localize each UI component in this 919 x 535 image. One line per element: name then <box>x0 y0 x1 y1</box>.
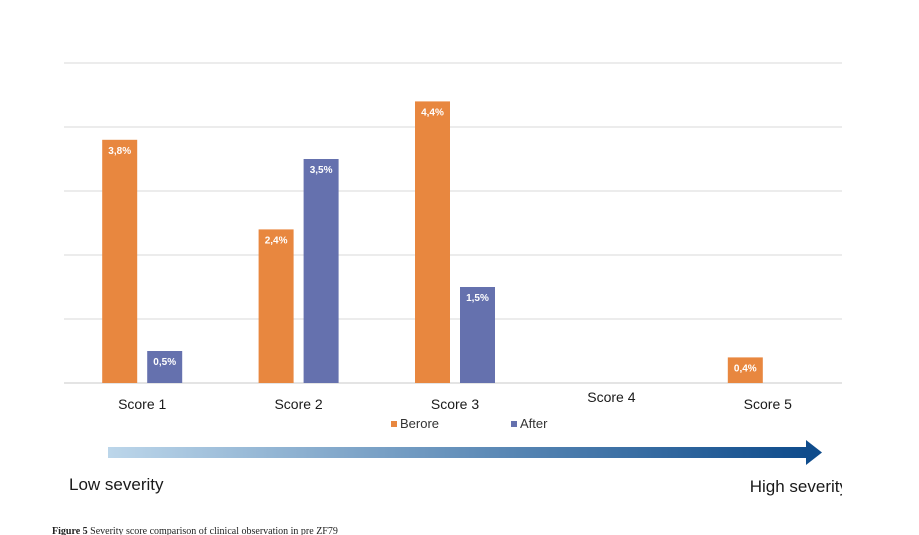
data-label: 4,4% <box>421 107 444 118</box>
data-label: 3,8% <box>108 146 131 157</box>
x-tick-label: Score 3 <box>431 396 479 412</box>
severity-arrow <box>108 440 822 465</box>
bar-after <box>147 351 183 383</box>
severity-arrow-head <box>806 440 822 465</box>
bar-after <box>460 287 495 383</box>
bar-before <box>102 139 138 383</box>
bar-before <box>415 101 450 384</box>
x-tick-label: Score 2 <box>274 396 322 412</box>
bar-chart: 3,8%0,5%2,4%3,5%4,4%1,5%0,4% Score 1 Scor… <box>64 62 842 496</box>
data-label: 0,4% <box>734 363 757 374</box>
legend-label: Berore <box>400 416 439 431</box>
gridlines <box>64 62 842 384</box>
data-label: 1,5% <box>466 293 489 304</box>
legend-swatch <box>391 421 397 427</box>
legend: Berore After <box>391 416 548 431</box>
legend-swatch <box>511 421 517 427</box>
x-tick-label: Score 1 <box>118 396 166 412</box>
x-tick-label: Score 5 <box>744 396 792 412</box>
x-axis-ticks: Score 1 Score 2 Score 3 Score 4 Score 5 <box>118 389 792 412</box>
bar-after <box>303 159 339 383</box>
figure-caption-text: Severity score comparison of clinical ob… <box>90 527 338 535</box>
bars: 3,8% 0,5% 2,4% 3,5% 4,4% 1,5% 0,4% <box>102 101 763 384</box>
bar-before <box>727 357 763 383</box>
severity-arrow-shaft <box>108 447 806 458</box>
data-label: 0,5% <box>153 357 176 368</box>
bar-before <box>258 229 294 383</box>
low-severity-label: Low severity <box>69 475 164 494</box>
figure-label: Figure 5 <box>52 527 88 535</box>
high-severity-label: High severity <box>750 477 842 496</box>
x-tick-label: Score 4 <box>587 389 635 405</box>
data-label: 2,4% <box>265 235 288 246</box>
legend-label: After <box>520 416 548 431</box>
chart-panel: 3,8% 0,5% 2,4% 3,5% 4,4% 1,5% 0,4% Score 1 Scor… <box>56 44 842 504</box>
data-label: 3,5% <box>310 165 333 176</box>
figure-caption: Figure 5 Severity score comparison of cl… <box>52 527 872 535</box>
